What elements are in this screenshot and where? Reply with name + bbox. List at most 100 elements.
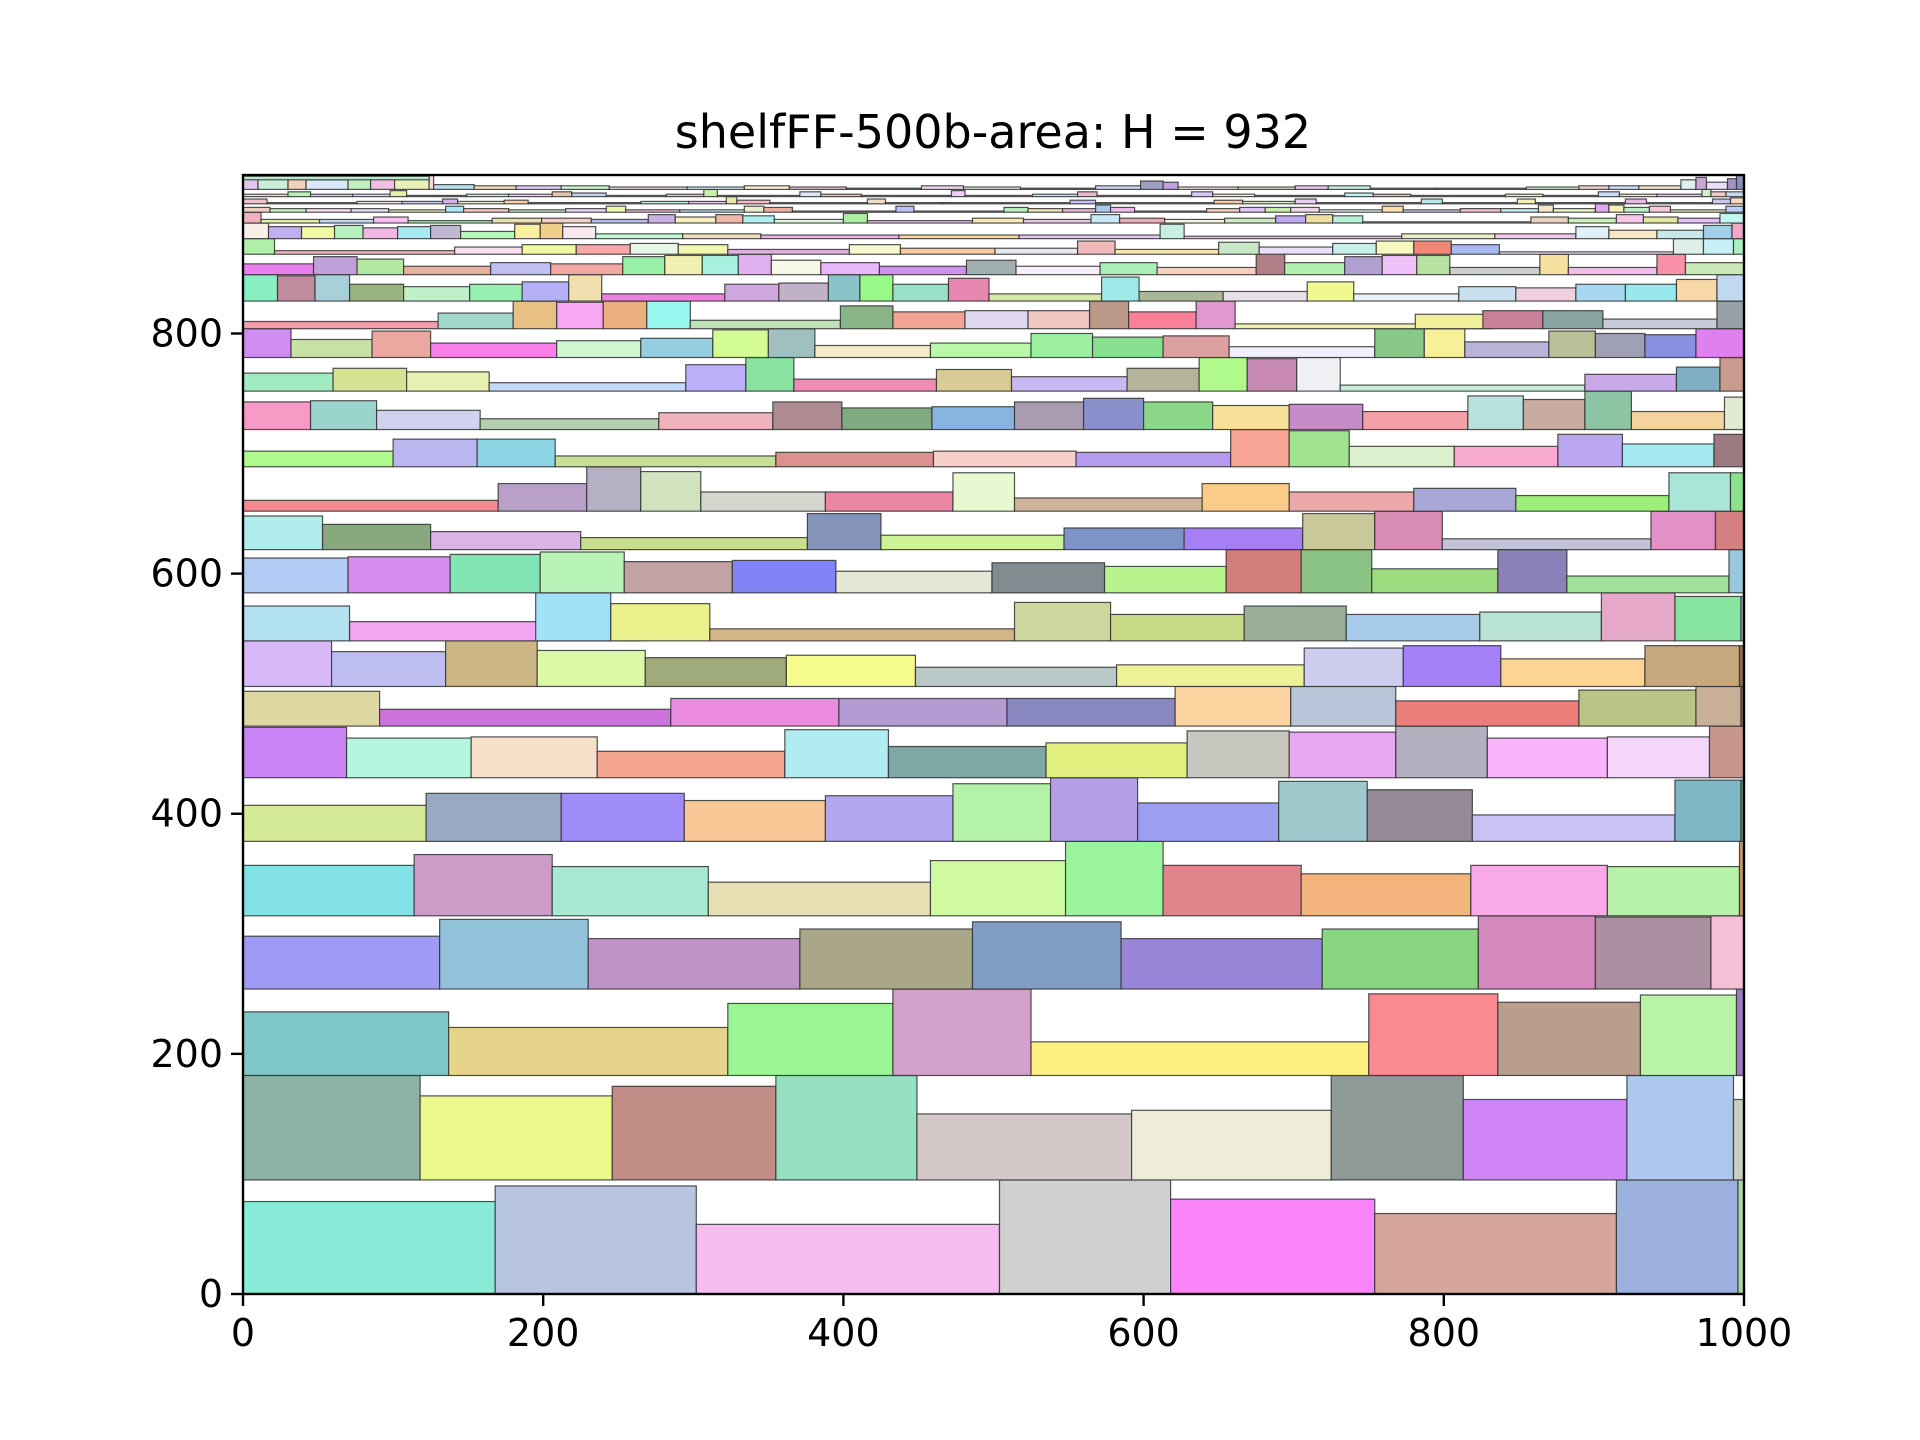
- packed-rect-276: [550, 263, 624, 276]
- packed-rect-313: [1332, 242, 1377, 255]
- packed-rect-167: [243, 401, 312, 431]
- packed-rect-359: [842, 212, 869, 224]
- packed-rect-471: [1254, 194, 1346, 198]
- packed-rect-289: [1284, 262, 1346, 276]
- packed-rect-467: [1076, 191, 1098, 198]
- packed-rect-260: [1100, 276, 1140, 302]
- packed-rect-373: [1615, 214, 1645, 224]
- packed-rect-113: [449, 553, 541, 594]
- packed-rect-443: [1624, 198, 1648, 205]
- packed-rect-329: [514, 223, 541, 240]
- packed-rect-142: [640, 470, 702, 512]
- packed-rect-72: [1606, 736, 1711, 779]
- packed-rect-237: [1195, 300, 1236, 330]
- packed-rect-367: [1275, 215, 1307, 224]
- packed-rect-396: [1061, 208, 1097, 213]
- packed-rect-117: [835, 570, 993, 594]
- packed-rect-181: [1467, 395, 1524, 431]
- packed-rect-210: [767, 328, 816, 359]
- packed-rect-13: [1130, 1109, 1332, 1181]
- packed-rect-261: [1138, 290, 1224, 302]
- packed-rect-135: [1374, 510, 1443, 551]
- packed-rect-360: [866, 220, 974, 224]
- packed-rect-416: [1725, 205, 1744, 213]
- packed-rect-364: [1118, 217, 1166, 224]
- packed-rect-269: [1675, 278, 1718, 302]
- packed-rect-458: [665, 193, 705, 198]
- packed-rect-62: [345, 737, 472, 779]
- packed-rect-312: [1258, 246, 1334, 255]
- packed-rect-369: [1332, 215, 1364, 224]
- packed-rect-451: [389, 190, 408, 198]
- packed-rect-446: [1729, 197, 1744, 205]
- packed-rect-52: [824, 795, 954, 842]
- packed-rect-428: [736, 199, 771, 205]
- packed-rect-383: [463, 208, 510, 213]
- packed-rect-505: [1162, 181, 1179, 190]
- packed-rect-223: [1695, 328, 1744, 359]
- packed-rect-54: [1049, 777, 1139, 842]
- packed-rect-434: [1094, 202, 1215, 205]
- packed-rect-258: [947, 277, 990, 302]
- packed-rect-414: [1648, 205, 1672, 213]
- packed-rect-198: [1296, 356, 1341, 392]
- packed-rect-347: [260, 218, 321, 224]
- packed-rect-102: [709, 628, 1016, 642]
- packed-rect-82: [1578, 689, 1697, 727]
- y-tick-label-3: 600: [150, 552, 223, 596]
- packed-rect-22: [1030, 1041, 1370, 1077]
- packed-rect-516: [1680, 179, 1697, 191]
- packed-rect-146: [1013, 497, 1203, 512]
- packed-rect-83: [1695, 685, 1742, 727]
- packed-rect-286: [1099, 262, 1158, 276]
- packed-rect-346: [243, 211, 262, 224]
- packed-rect-199: [1339, 384, 1586, 392]
- packed-rect-251: [568, 274, 603, 302]
- packed-rect-385: [565, 208, 607, 213]
- packed-rect-1: [494, 1185, 697, 1294]
- packed-rect-409: [1537, 204, 1554, 213]
- packed-rect-90: [785, 654, 917, 688]
- packed-rect-281: [770, 259, 822, 276]
- packed-rect-74: [243, 690, 381, 727]
- packed-rect-430: [866, 198, 887, 205]
- packed-rect-473: [1372, 193, 1412, 198]
- packed-rect-114: [539, 551, 625, 594]
- packed-rect-119: [1103, 565, 1227, 594]
- packed-rect-81: [1395, 700, 1580, 727]
- packed-rect-435: [1213, 199, 1244, 205]
- packed-rect-126: [243, 515, 324, 551]
- packed-rect-338: [1183, 235, 1403, 240]
- packed-rect-65: [784, 729, 890, 779]
- packed-rect-106: [1345, 613, 1481, 642]
- packed-rect-57: [1366, 789, 1473, 842]
- packed-rect-216: [1228, 346, 1376, 359]
- packed-rect-194: [1010, 376, 1128, 392]
- packed-rect-490: [428, 175, 435, 191]
- packed-rect-73: [1708, 725, 1744, 779]
- x-tick-label-2: 400: [807, 1311, 880, 1355]
- packed-rect-175: [1013, 401, 1085, 431]
- packed-rect-16: [1626, 1074, 1735, 1181]
- packed-rect-45: [1470, 864, 1609, 917]
- packed-rect-31: [971, 921, 1122, 990]
- packed-rect-307: [899, 247, 996, 255]
- packed-rect-437: [1294, 198, 1317, 205]
- packed-rect-164: [1557, 433, 1624, 468]
- packed-rect-497: [743, 185, 790, 191]
- packed-rect-220: [1548, 330, 1596, 359]
- packed-rect-196: [1198, 356, 1248, 392]
- packed-rect-253: [724, 283, 780, 302]
- packed-rect-252: [601, 293, 726, 302]
- packed-rect-42: [1064, 840, 1164, 917]
- packed-rect-323: [300, 226, 336, 240]
- packed-rect-287: [1156, 266, 1257, 276]
- y-tick-label-0: 0: [199, 1272, 223, 1316]
- packed-rect-17: [1732, 1098, 1744, 1181]
- packed-rect-232: [892, 311, 966, 330]
- packed-rect-136: [1441, 538, 1652, 551]
- packed-rect-137: [1650, 510, 1717, 551]
- packed-rect-272: [312, 256, 358, 276]
- packed-rect-184: [1630, 410, 1726, 431]
- packed-rect-354: [647, 214, 676, 224]
